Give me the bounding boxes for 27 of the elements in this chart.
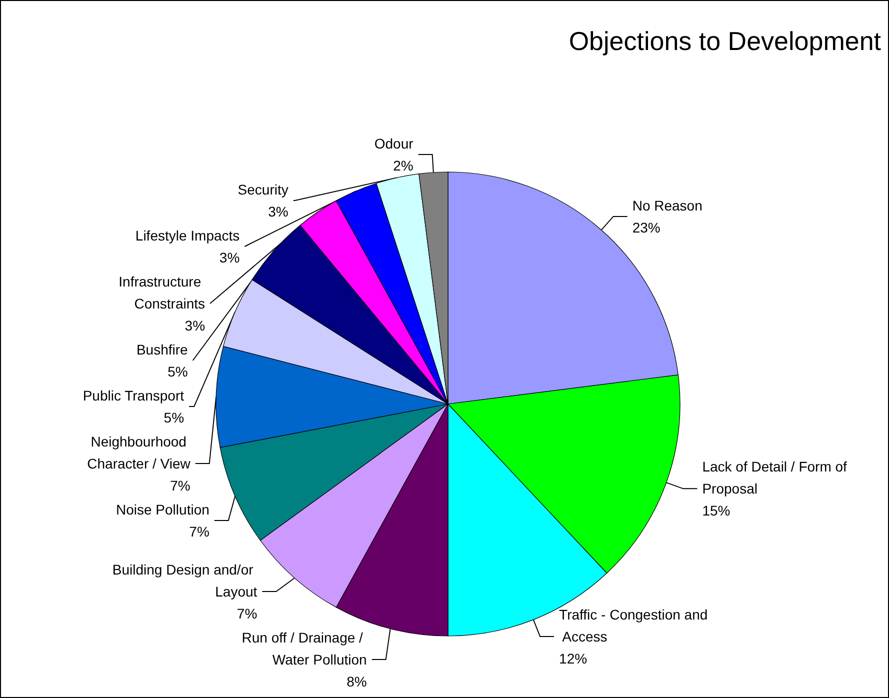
data-label: 5% — [164, 409, 184, 426]
data-label: 23% — [632, 219, 660, 236]
data-label: 7% — [189, 523, 210, 540]
slice-label: Lifestyle Impacts — [135, 227, 240, 244]
data-label: 15% — [702, 502, 730, 519]
slice-label: Bushfire — [136, 341, 188, 358]
data-label: 12% — [559, 650, 588, 666]
slice-label: Traffic - Congestion and Access — [559, 606, 708, 644]
data-label: 8% — [346, 674, 367, 690]
slice-label: Lack of Detail / Form of Proposal — [702, 458, 851, 497]
slice-label: Odour — [374, 135, 414, 152]
chart-title: Objections to Development — [568, 26, 882, 56]
slice-label: No Reason — [632, 197, 702, 214]
data-label: 2% — [393, 157, 414, 174]
data-label: 3% — [219, 249, 240, 266]
slice-label: Neighbourhood Character / View — [87, 433, 192, 472]
slice-label: Building Design and/or Layout — [112, 562, 258, 600]
slice-label: Noise Pollution — [116, 501, 210, 518]
data-label: 7% — [170, 477, 190, 494]
data-label: 7% — [236, 606, 258, 622]
data-label: 3% — [184, 317, 206, 334]
slice-label: Run off / Drainage / Water Pollution — [242, 630, 367, 668]
slice-label: Public Transport — [82, 387, 184, 404]
slice-label: Infrastructure Constraints — [118, 273, 206, 312]
data-label: 3% — [268, 203, 288, 220]
slice-label: Security — [238, 181, 288, 198]
data-label: 5% — [168, 363, 188, 380]
